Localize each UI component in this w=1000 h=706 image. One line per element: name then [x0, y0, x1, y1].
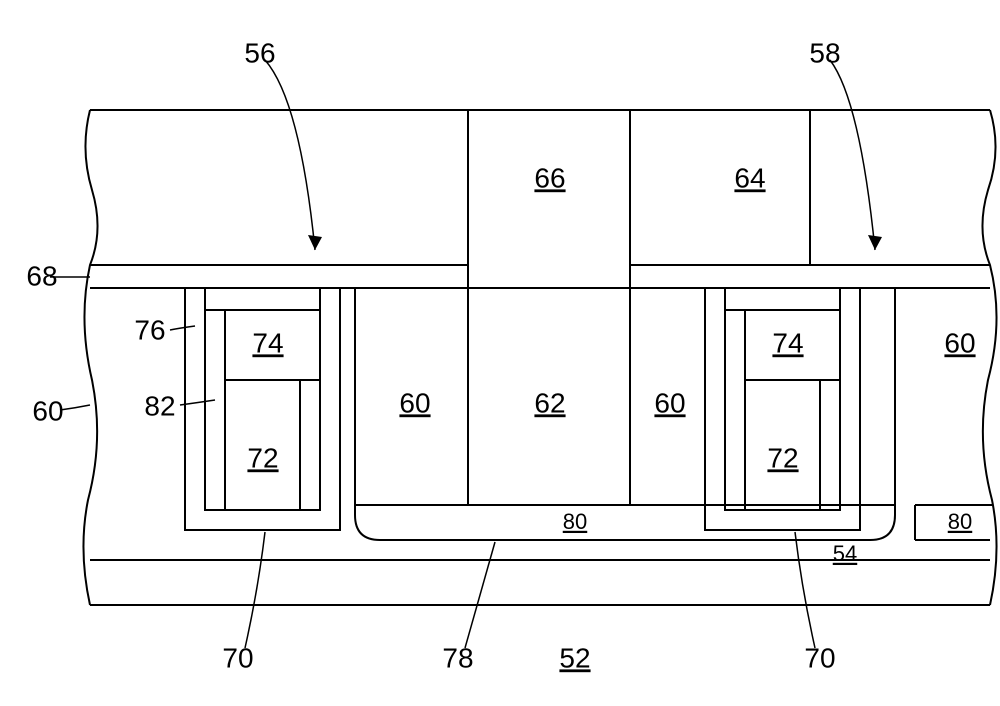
trench-left-outer [185, 288, 340, 530]
label-62: 62 [534, 387, 565, 418]
arrow-56-head [308, 235, 322, 250]
label-76: 76 [134, 314, 165, 345]
label-80-right: 80 [948, 509, 972, 534]
trench-right-inner [725, 288, 840, 510]
leader-60-left [60, 405, 90, 410]
label-74-right: 74 [772, 327, 803, 358]
arrow-58-head [868, 235, 882, 250]
label-80-mid: 80 [563, 509, 587, 534]
leader-70-left [245, 532, 265, 648]
label-54: 54 [833, 541, 857, 566]
trench-right-outer [705, 288, 860, 530]
label-70-right: 70 [804, 642, 835, 673]
label-60-mid-left: 60 [399, 387, 430, 418]
right-edge [982, 110, 996, 605]
left-edge [83, 110, 97, 605]
label-60-right: 60 [944, 327, 975, 358]
central-well [355, 288, 895, 540]
label-66: 66 [534, 162, 565, 193]
leader-78 [465, 542, 495, 648]
leader-70-right [795, 532, 815, 648]
label-64: 64 [734, 162, 765, 193]
arrow-56 [265, 60, 315, 250]
label-82: 82 [144, 390, 175, 421]
diagram-root: 56 58 66 64 68 76 82 60 74 74 72 72 60 6… [20, 20, 1000, 686]
label-74-left: 74 [252, 327, 283, 358]
label-68: 68 [26, 260, 57, 291]
label-70-left: 70 [222, 642, 253, 673]
label-72-right: 72 [767, 442, 798, 473]
label-60-far-left: 60 [32, 395, 63, 426]
trench-left-inner [205, 288, 320, 510]
label-60-mid-right: 60 [654, 387, 685, 418]
block-66 [468, 110, 630, 288]
label-78: 78 [442, 642, 473, 673]
diagram-svg: 56 58 66 64 68 76 82 60 74 74 72 72 60 6… [20, 20, 1000, 686]
arrow-58 [830, 60, 875, 250]
label-58: 58 [809, 37, 840, 68]
leader-76 [170, 326, 195, 330]
label-52: 52 [559, 642, 590, 673]
label-72-left: 72 [247, 442, 278, 473]
label-56: 56 [244, 37, 275, 68]
